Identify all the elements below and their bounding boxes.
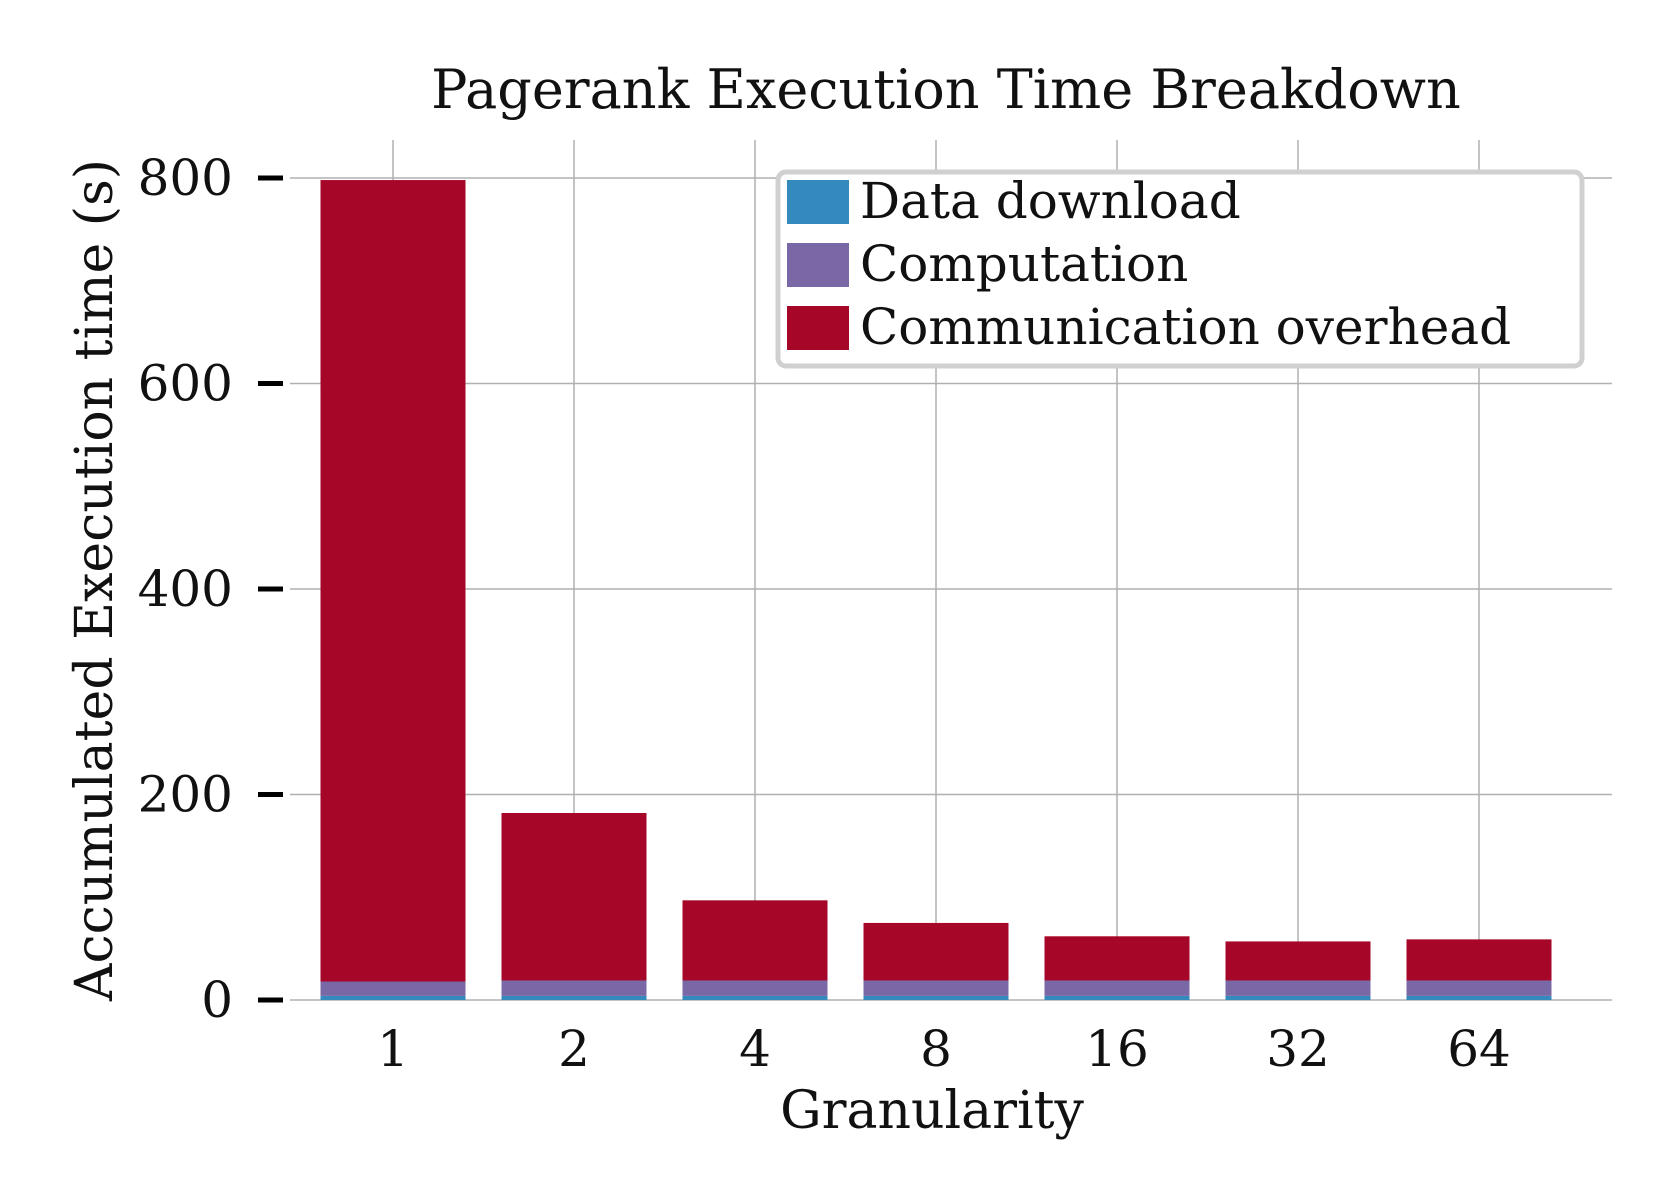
x-tick-label: 16 (1085, 1020, 1149, 1078)
y-tick-label: 600 (138, 355, 233, 413)
bar-segment-data-download (863, 995, 1009, 1000)
bar-segment-communication-overhead (1044, 936, 1190, 981)
y-tick-label: 400 (138, 560, 233, 618)
bar-segment-communication-overhead (1406, 939, 1552, 981)
legend-swatch (787, 306, 849, 350)
bar-segment-computation (682, 980, 828, 996)
y-tick-label: 800 (138, 149, 233, 207)
x-tick-label: 4 (739, 1020, 771, 1078)
legend-label: Communication overhead (860, 298, 1511, 356)
bar-segment-communication-overhead (501, 812, 647, 981)
legend-box (775, 169, 1585, 369)
bar-segment-data-download (320, 995, 466, 1000)
legend-swatch (787, 243, 849, 287)
x-tick-label: 32 (1266, 1020, 1330, 1078)
bar-segment-computation (1406, 980, 1552, 996)
bar-segment-data-download (1225, 995, 1371, 1000)
y-axis-label: Accumulated Execution time (s) (65, 159, 125, 1002)
chart-title: Pagerank Execution Time Breakdown (431, 58, 1461, 121)
y-tick-label: 0 (201, 971, 233, 1029)
bar-segment-communication-overhead (682, 900, 828, 981)
legend-label: Data download (860, 172, 1241, 230)
legend-swatch (787, 180, 849, 224)
x-axis-label: Granularity (780, 1081, 1084, 1141)
bar-segment-computation (1044, 980, 1190, 996)
bar-segment-computation (1225, 980, 1371, 996)
bar-segment-computation (863, 980, 1009, 996)
y-tick-label: 200 (138, 766, 233, 824)
axes: 0 200 400 600 800 1 2 4 8 16 32 64 (138, 149, 1511, 1078)
bar-segment-computation (320, 981, 466, 996)
bar-segment-communication-overhead (1225, 941, 1371, 981)
x-tick-label: 2 (558, 1020, 590, 1078)
bars (320, 180, 1552, 1000)
x-tick-label: 1 (377, 1020, 409, 1078)
bar-segment-data-download (682, 995, 828, 1000)
bar-segment-communication-overhead (863, 922, 1009, 981)
x-tick-label: 8 (920, 1020, 952, 1078)
legend-label: Computation (860, 235, 1188, 293)
bar-segment-data-download (1044, 995, 1190, 1000)
bar-segment-computation (501, 980, 647, 996)
bar-segment-data-download (1406, 995, 1552, 1000)
bar-segment-communication-overhead (320, 180, 466, 982)
x-tick-label: 64 (1447, 1020, 1511, 1078)
bar-segment-data-download (501, 995, 647, 1000)
